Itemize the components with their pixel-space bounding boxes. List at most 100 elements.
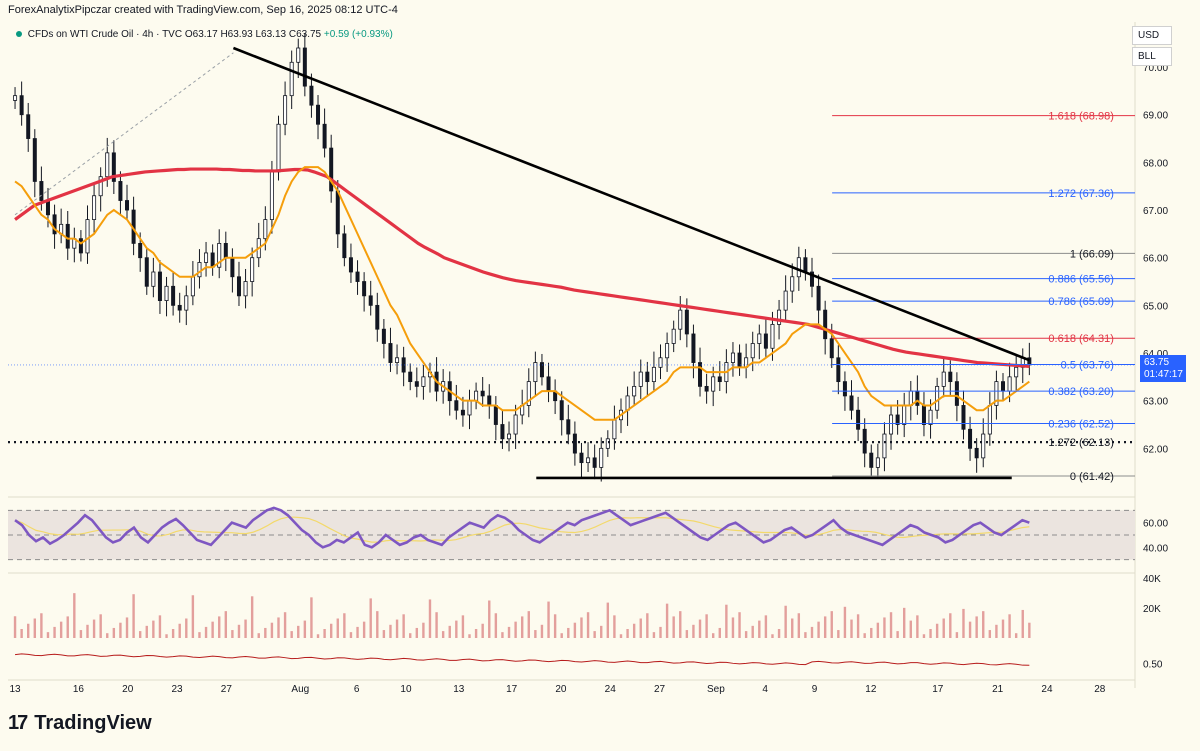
candle [276,123,281,173]
volume-bar [586,612,590,638]
ohlc-close: C63.75 [288,29,322,40]
volume-bar [488,600,491,638]
symbol-legend: CFDs on WTI Crude Oil · 4h · TVC O63.17 … [16,29,393,40]
volume-bar [560,633,563,638]
volume-bar [580,617,583,638]
volume-bar [626,629,629,638]
volume-bar [218,616,221,638]
candle [45,200,50,216]
volume-bar [27,623,30,638]
candle [513,414,518,435]
candle [790,276,795,292]
time-axis-label: 24 [605,684,617,695]
volume-bar [415,627,419,638]
time-axis-label: 10 [400,684,412,695]
price-axis-label: 62.00 [1143,444,1168,455]
fib-level-label: 0.236 (62.52) [1048,419,1113,431]
volume-bar [441,631,445,638]
volume-bar [362,621,366,638]
volume-bar [731,617,735,638]
volume-bar [692,624,695,638]
candle [125,200,130,211]
candle [981,433,986,459]
candle [65,223,70,249]
fib-level-label: 1 (66.09) [1070,248,1114,260]
volume-bar [922,634,926,638]
volume-bar [988,630,992,638]
candle [204,252,209,263]
time-axis-label: 27 [654,684,666,695]
candle [612,419,617,440]
candle [961,405,966,430]
candle [928,409,933,425]
volume-bar [428,599,432,638]
candle [375,304,380,330]
volume-bar [244,619,247,638]
time-axis-label: 20 [122,684,134,695]
candle [941,371,946,387]
candle [783,290,788,311]
candle [671,328,676,344]
candle [414,381,419,387]
volume-bar [369,598,372,638]
volume-bar [718,627,721,638]
candle [691,333,696,363]
candle [243,281,248,297]
volume-bar [283,612,287,638]
volume-bar [600,625,603,638]
time-axis-label: 21 [992,684,1004,695]
candle [39,181,44,201]
candle [539,362,544,378]
tradingview-logo[interactable]: 17 TradingView [8,712,152,735]
volume-bar [632,623,636,638]
volume-bar [178,623,181,638]
volume-axis-label: 40K [1143,574,1161,585]
volume-bar [698,619,702,638]
currency-button[interactable]: USD [1132,26,1172,45]
volume-bar [784,605,787,638]
volume-bar [995,624,998,638]
bar-countdown: 01:47:17 [1144,369,1183,380]
volume-bar [711,633,715,638]
price-axis-label: 69.00 [1143,111,1168,122]
volume-bar [494,613,498,638]
volume-bar [949,613,952,638]
volume-bar [53,626,56,638]
volume-bar [290,631,293,638]
candle [289,61,294,97]
candle [105,152,110,178]
rsi-line [14,506,1030,549]
candle [210,252,215,268]
candle [750,343,755,359]
volume-bar [837,630,840,638]
candle [592,457,597,468]
candle [13,95,18,101]
volume-bar [250,596,254,638]
volume-bar [962,608,965,638]
candle [52,214,57,235]
volume-bar [185,618,188,638]
volume-bar [92,619,96,638]
volume-bar [356,626,359,638]
candle [559,400,564,421]
candle [78,238,83,254]
volume-bar [870,627,873,638]
trendline [232,46,1030,362]
candle [948,371,953,383]
candle [856,409,861,430]
unit-button[interactable]: BLL [1132,47,1172,66]
volume-bar [211,621,214,638]
time-axis-label: 27 [221,684,233,695]
candle [19,95,24,116]
candle [283,95,288,125]
candle [770,324,775,349]
volume-bar [316,634,320,638]
candle [757,333,762,344]
volume-bar [382,630,386,638]
candle [586,457,591,464]
volume-bar [883,617,886,638]
volume-bar [685,630,689,638]
candle [1007,376,1012,392]
rsi-axis-label: 60.00 [1143,519,1168,530]
